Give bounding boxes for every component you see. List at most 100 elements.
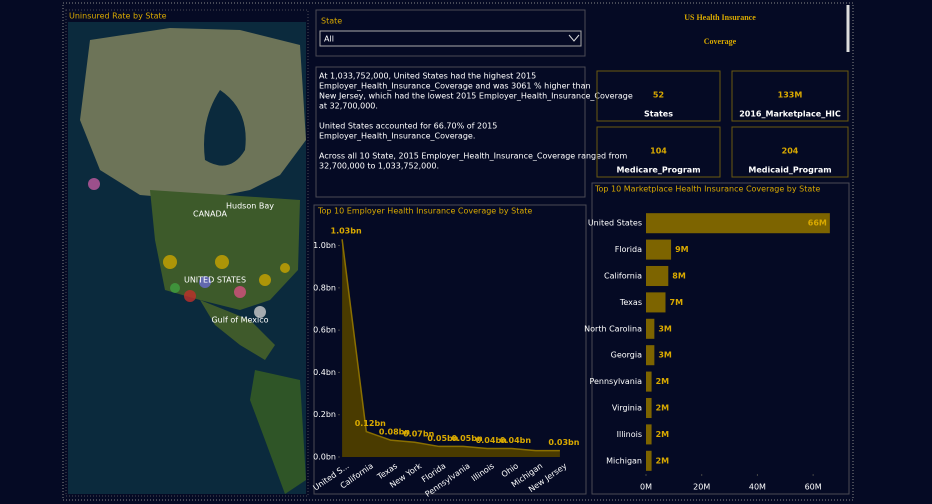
kpi-value: 133M	[778, 91, 803, 100]
map-bubble	[170, 283, 180, 293]
narrative-panel	[315, 66, 586, 198]
hudson-bay	[204, 90, 246, 166]
narrative-line: At 1,033,752,000, United States had the …	[319, 72, 536, 81]
line	[341, 239, 560, 452]
y-tick-label: 0.8bn	[313, 283, 336, 292]
bar	[646, 239, 672, 260]
data-label: 0.08bn	[379, 428, 410, 437]
bar	[646, 292, 666, 313]
kpi-label: States	[644, 110, 673, 119]
narrative-line: at 32,700,000.	[319, 102, 378, 111]
y-tick-label: Texas	[619, 298, 642, 307]
chart-title: Top 10 Marketplace Health Insurance Cove…	[594, 185, 820, 194]
canvas-border	[62, 2, 854, 501]
chart-title: Top 10 Employer Health Insurance Coverag…	[317, 207, 532, 216]
panel	[591, 182, 850, 495]
land-north	[80, 28, 306, 200]
map-bubble	[184, 290, 196, 302]
y-tick-label: United States	[588, 219, 642, 228]
map-bubble	[163, 255, 177, 269]
y-tick-label: 0.2bn	[313, 410, 336, 419]
data-label: 9M	[675, 245, 689, 254]
kpi-card	[731, 126, 849, 178]
kpi-card	[731, 70, 849, 122]
data-label: 0.04bn	[500, 436, 531, 445]
narrative-line: Employer_Health_Insurance_Coverage and w…	[319, 82, 591, 91]
map-bubble	[259, 274, 271, 286]
narrative-line: 32,700,000 to 1,033,752,000.	[319, 162, 439, 171]
bar	[646, 424, 652, 445]
x-tick-label: 60M	[805, 483, 822, 492]
data-label: 0.03bn	[548, 438, 579, 447]
y-tick-label: North Carolina	[584, 324, 642, 333]
bar	[646, 265, 669, 287]
kpi-cards: 52 States 133M 2016_Marketplace_HIC 104 Medic…	[596, 70, 849, 178]
data-label: 2M	[656, 456, 670, 465]
narrative: At 1,033,752,000, United States had the …	[319, 72, 633, 171]
map-panel	[65, 9, 309, 497]
data-label: 3M	[658, 351, 672, 360]
y-tick-label: 1.0bn	[313, 241, 336, 250]
kpi-label: 2016_Marketplace_HIC	[739, 110, 841, 119]
y-tick-label: Illinois	[617, 430, 642, 439]
land-mexico	[200, 300, 275, 360]
narrative-line: United States accounted for 66.70% of 20…	[319, 122, 497, 131]
area	[342, 239, 560, 457]
map-label: UNITED STATES	[184, 276, 246, 285]
kpi-card	[596, 126, 721, 178]
x-tick-label: 0M	[640, 483, 652, 492]
bar	[646, 371, 652, 392]
kpi-value: 104	[650, 147, 667, 156]
kpi-value: 204	[782, 147, 799, 156]
narrative-line: New Jersey, which had the lowest 2015 Em…	[319, 92, 633, 101]
map: CANADA UNITED STATES Gulf of Mexico Huds…	[68, 22, 306, 494]
slicer-dropdown[interactable]	[319, 30, 582, 47]
kpi-value: 52	[653, 91, 664, 100]
bar	[646, 345, 655, 366]
slicer-value[interactable]: All	[324, 35, 334, 44]
y-tick-label: Georgia	[611, 351, 642, 360]
map-bubble	[280, 263, 290, 273]
map-label: Gulf of Mexico	[211, 316, 268, 325]
bar	[646, 318, 655, 339]
data-label: 66M	[808, 219, 827, 228]
narrative-line: Employer_Health_Insurance_Coverage.	[319, 132, 475, 141]
y-tick-label: Florida	[615, 245, 642, 254]
map-label: CANADA	[193, 210, 228, 219]
map-bubble	[215, 255, 229, 269]
data-label: 0.12bn	[355, 419, 386, 428]
map-bubble	[254, 306, 266, 318]
map-title: Uninsured Rate by State	[69, 12, 167, 21]
dashboard-title: US Health Insurance Coverage	[684, 13, 756, 46]
y-tick-label: California	[604, 272, 642, 281]
bar	[646, 397, 652, 419]
panel	[313, 204, 587, 495]
y-tick-label: Michigan	[606, 456, 642, 465]
y-tick-label: 0.6bn	[313, 326, 336, 335]
map-bubble	[234, 286, 246, 298]
data-label: 0.05bn	[452, 434, 483, 443]
y-tick-label: 0.4bn	[313, 368, 336, 377]
slicer-panel	[315, 9, 586, 57]
kpi-label: Medicare_Program	[616, 166, 700, 175]
slicer-label: State	[321, 17, 342, 26]
data-label: 2M	[656, 404, 670, 413]
y-tick-label: Virginia	[612, 404, 642, 413]
data-label: 7M	[670, 298, 684, 307]
map-label: Hudson Bay	[226, 202, 274, 211]
x-tick-label: 20M	[693, 483, 710, 492]
data-label: 1.03bn	[331, 227, 362, 236]
bar	[646, 450, 652, 471]
kpi-label: Medicaid_Program	[748, 166, 831, 175]
data-label: 0.07bn	[403, 430, 434, 439]
data-label: 2M	[656, 377, 670, 386]
data-label: 3M	[658, 324, 672, 333]
y-tick-label: 0.0bn	[313, 453, 336, 462]
map-bubble	[88, 178, 100, 190]
data-label: 0.05bn	[427, 434, 458, 443]
data-label: 8M	[672, 272, 686, 281]
data-label: 0.04bn	[476, 436, 507, 445]
marketplace-chart: Top 10 Marketplace Health Insurance Cove…	[584, 182, 850, 495]
dropdown-arrow[interactable]	[568, 34, 580, 42]
